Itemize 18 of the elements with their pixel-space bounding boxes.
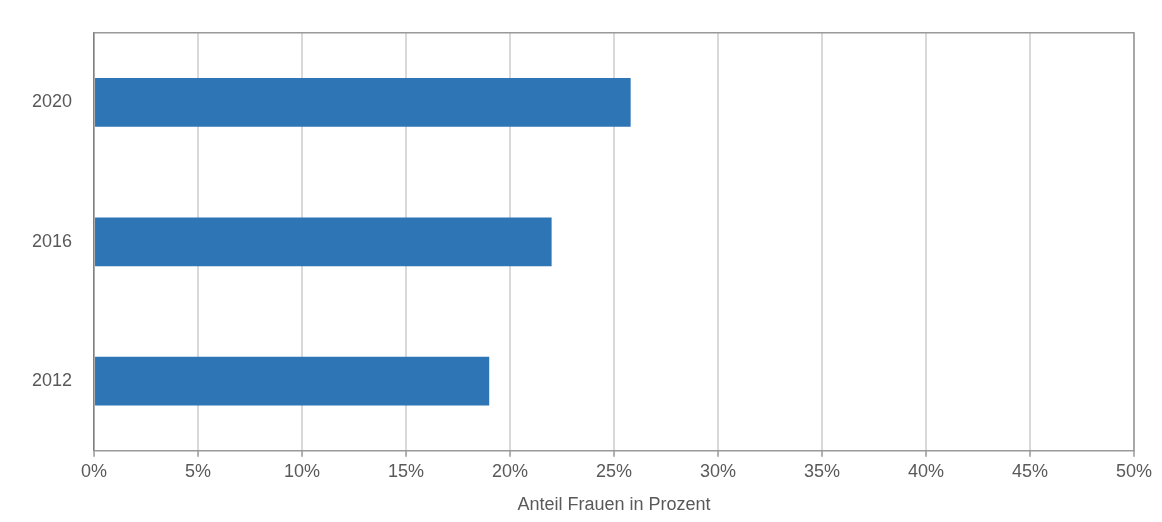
bar	[95, 356, 490, 406]
y-tick-label: 2020	[32, 91, 73, 112]
x-tick-label: 20%	[492, 460, 529, 481]
x-tick-label: 15%	[388, 460, 425, 481]
x-tick-label: 35%	[803, 460, 841, 481]
bar	[95, 217, 552, 267]
x-tick-label: 5%	[185, 460, 212, 481]
x-tick-label: 10%	[284, 460, 321, 481]
y-tick-label: 2016	[32, 230, 73, 251]
x-tick-label: 40%	[907, 460, 945, 481]
x-tick-label: 50%	[1115, 460, 1152, 481]
x-tick-label: 30%	[699, 460, 737, 481]
x-axis-title: Anteil Frauen in Prozent	[517, 494, 711, 515]
y-tick-label: 2012	[32, 370, 73, 391]
x-tick-label: 25%	[596, 460, 633, 481]
x-tick-label: 0%	[81, 460, 108, 481]
bar	[95, 78, 631, 127]
x-tick-label: 45%	[1011, 460, 1049, 481]
